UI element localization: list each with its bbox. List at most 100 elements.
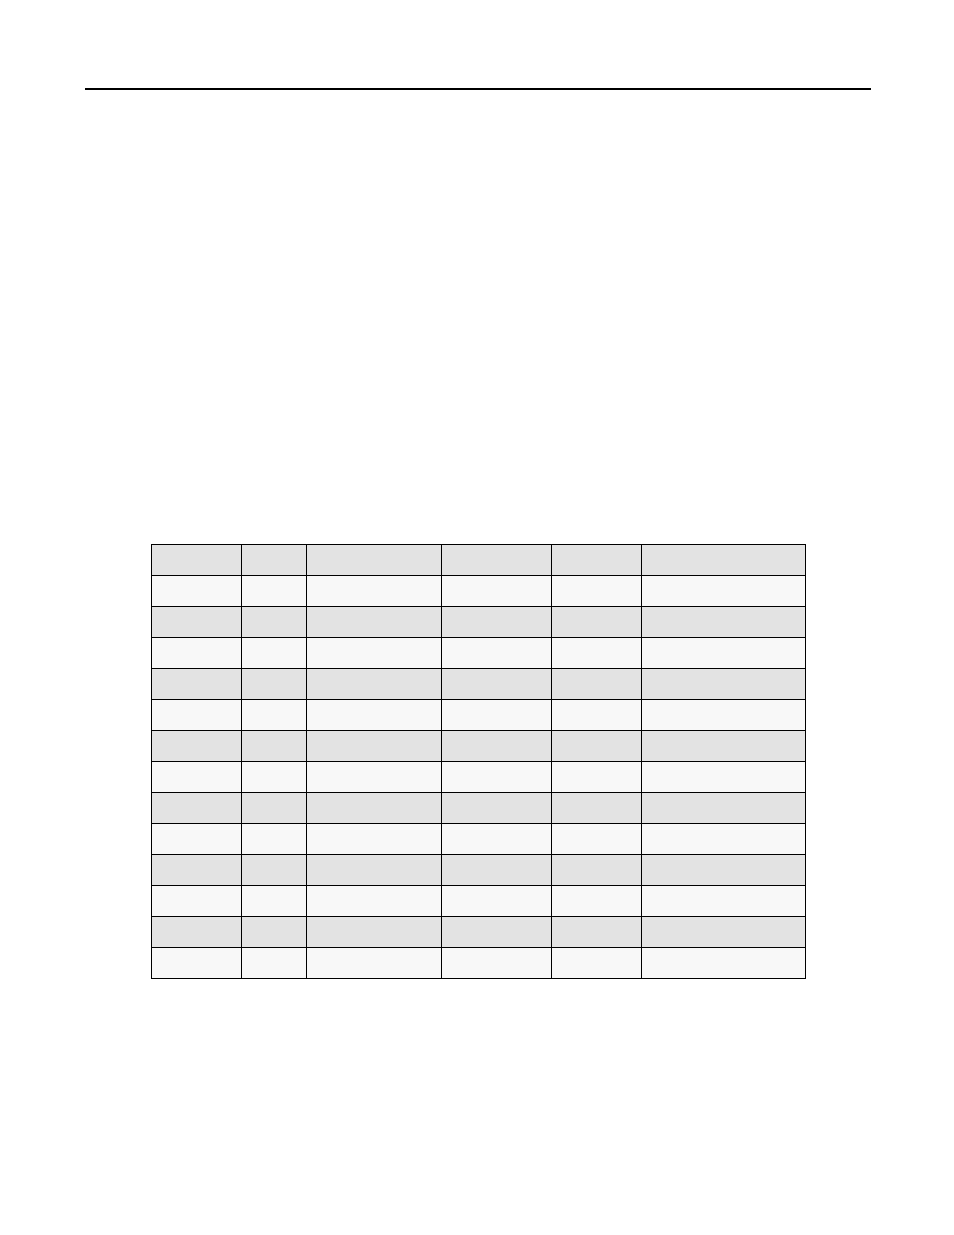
table-row — [152, 793, 806, 824]
table-cell — [152, 700, 242, 731]
table-cell — [442, 638, 552, 669]
table-row — [152, 669, 806, 700]
table-cell — [552, 762, 642, 793]
table-cell — [242, 824, 307, 855]
table-cell — [552, 948, 642, 979]
table-cell — [242, 917, 307, 948]
table-header-row — [152, 545, 806, 576]
table-cell — [307, 731, 442, 762]
table-cell — [642, 948, 806, 979]
table-cell — [242, 762, 307, 793]
table-cell — [642, 824, 806, 855]
table-cell — [552, 824, 642, 855]
table-cell — [307, 700, 442, 731]
table-cell — [442, 576, 552, 607]
table-cell — [307, 793, 442, 824]
table-cell — [552, 886, 642, 917]
table-row — [152, 886, 806, 917]
table-row — [152, 948, 806, 979]
table-cell — [552, 855, 642, 886]
table-cell — [152, 576, 242, 607]
table-cell — [242, 731, 307, 762]
table-cell — [242, 607, 307, 638]
table-cell — [242, 700, 307, 731]
table-cell — [152, 917, 242, 948]
table-cell — [242, 886, 307, 917]
table-cell — [442, 824, 552, 855]
table-header-cell — [552, 545, 642, 576]
table-cell — [552, 607, 642, 638]
table-cell — [552, 731, 642, 762]
table-cell — [552, 576, 642, 607]
table-cell — [152, 638, 242, 669]
table-cell — [242, 793, 307, 824]
table-header-cell — [642, 545, 806, 576]
table-cell — [307, 855, 442, 886]
table-row — [152, 824, 806, 855]
table-header-cell — [152, 545, 242, 576]
table-cell — [307, 576, 442, 607]
table-cell — [442, 607, 552, 638]
table-cell — [442, 917, 552, 948]
table-cell — [152, 669, 242, 700]
table-cell — [307, 824, 442, 855]
table-cell — [642, 855, 806, 886]
table-cell — [642, 607, 806, 638]
table-cell — [307, 762, 442, 793]
table-cell — [152, 886, 242, 917]
table-cell — [152, 824, 242, 855]
table-cell — [642, 762, 806, 793]
table-cell — [642, 638, 806, 669]
table-cell — [642, 793, 806, 824]
table-cell — [442, 948, 552, 979]
table-cell — [642, 886, 806, 917]
table-cell — [242, 638, 307, 669]
table-cell — [307, 607, 442, 638]
table-cell — [552, 917, 642, 948]
table-cell — [552, 793, 642, 824]
table-row — [152, 731, 806, 762]
table-header-cell — [307, 545, 442, 576]
table-cell — [442, 700, 552, 731]
table-cell — [242, 576, 307, 607]
table-cell — [442, 886, 552, 917]
table-cell — [152, 731, 242, 762]
horizontal-rule — [85, 88, 871, 90]
table-cell — [642, 576, 806, 607]
table-cell — [552, 638, 642, 669]
table-header-cell — [442, 545, 552, 576]
table-row — [152, 762, 806, 793]
table-row — [152, 700, 806, 731]
table-cell — [152, 793, 242, 824]
table-cell — [152, 948, 242, 979]
table-cell — [552, 700, 642, 731]
table-cell — [642, 700, 806, 731]
table-cell — [242, 669, 307, 700]
table-row — [152, 576, 806, 607]
table-cell — [442, 762, 552, 793]
table-row — [152, 855, 806, 886]
table-cell — [642, 669, 806, 700]
table-cell — [442, 793, 552, 824]
table-cell — [152, 762, 242, 793]
table-cell — [307, 669, 442, 700]
table-cell — [442, 669, 552, 700]
table-cell — [442, 731, 552, 762]
table-cell — [152, 607, 242, 638]
page — [0, 0, 954, 1235]
table-cell — [307, 948, 442, 979]
table-cell — [242, 855, 307, 886]
table-cell — [307, 917, 442, 948]
data-table — [151, 544, 806, 979]
table-cell — [442, 855, 552, 886]
table-row — [152, 917, 806, 948]
table-row — [152, 607, 806, 638]
table-cell — [642, 917, 806, 948]
table-cell — [552, 669, 642, 700]
table-row — [152, 638, 806, 669]
table-cell — [242, 948, 307, 979]
table-cell — [307, 638, 442, 669]
table-cell — [642, 731, 806, 762]
table-cell — [307, 886, 442, 917]
table-header-cell — [242, 545, 307, 576]
